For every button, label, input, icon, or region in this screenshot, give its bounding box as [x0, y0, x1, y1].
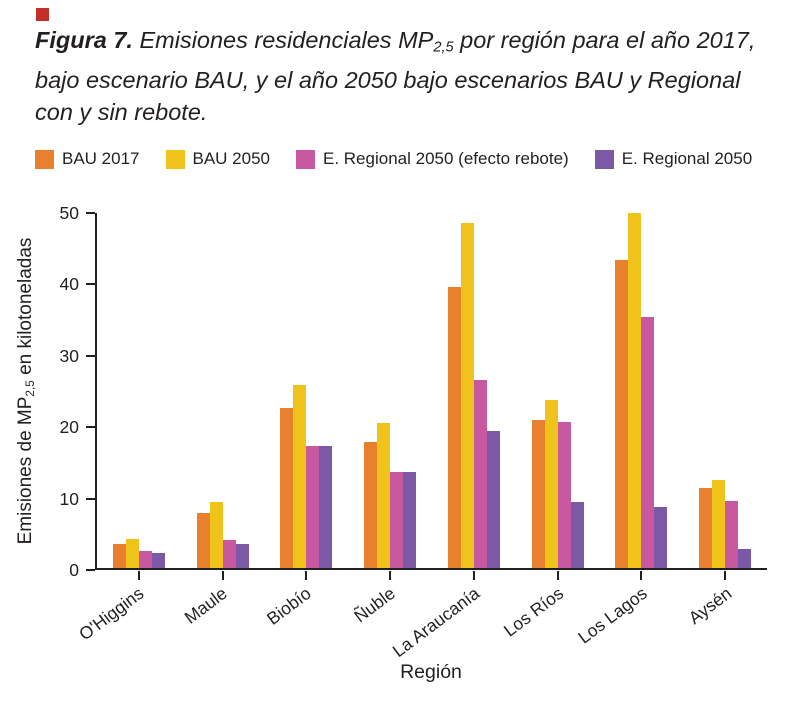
ytick-label: 30 — [59, 345, 79, 366]
bar-e-regional-2050-efecto-rebote-biobío — [306, 445, 320, 568]
xtick-label-aysén: Aysén — [684, 583, 736, 629]
ytick-mark — [86, 354, 95, 357]
y-axis-title-subscript: 2,5 — [23, 380, 37, 397]
bar-e-regional-2050-aysén — [738, 548, 752, 568]
ytick-mark — [86, 283, 95, 286]
bar-e-regional-2050-efecto-rebote-los-lagos — [641, 317, 655, 568]
bar-bau-2017-ñuble — [364, 442, 378, 568]
bar-e-regional-2050-los-lagos — [654, 506, 668, 568]
legend-item-e-regional-2050: E. Regional 2050 — [594, 149, 753, 169]
bar-bau-2017-biobío — [280, 408, 294, 568]
bar-group-ñuble — [348, 213, 432, 580]
legend-item-e-regional-2050-efecto-rebote: E. Regional 2050 (efecto rebote) — [296, 149, 569, 169]
bar-bau-2050-los-lagos — [628, 213, 642, 568]
xtick-mark — [724, 571, 727, 580]
bar-e-regional-2050-o-higgins — [151, 553, 165, 568]
legend-swatch — [35, 149, 54, 169]
bar-bau-2017-maule — [196, 513, 210, 568]
bar-group-la-araucanía — [432, 213, 516, 580]
xtick-mark — [640, 571, 643, 580]
legend-label: BAU 2050 — [192, 149, 271, 168]
bar-group-maule — [181, 213, 265, 580]
xtick-mark — [137, 571, 140, 580]
ytick-mark — [86, 426, 95, 429]
figure-title-text-rest: por región para el año 2017, bajo escena… — [35, 27, 756, 125]
bar-e-regional-2050-efecto-rebote-la-araucanía — [473, 379, 487, 568]
legend-label: BAU 2017 — [62, 149, 140, 168]
figure-title: Figura 7. Emisiones residenciales MP2,5 … — [35, 24, 780, 128]
ytick-mark — [86, 212, 95, 214]
xtick-mark — [221, 571, 224, 580]
bar-e-regional-2050-efecto-rebote-o-higgins — [138, 550, 152, 568]
legend-item-bau-2050: BAU 2050 — [165, 149, 271, 169]
ytick-label: 20 — [59, 417, 79, 438]
xtick-mark — [389, 571, 392, 580]
bar-bau-2050-la-araucanía — [460, 222, 474, 568]
bar-e-regional-2050-maule — [235, 543, 249, 568]
ytick-label: 10 — [59, 488, 79, 509]
xtick-label-ñuble: Ñuble — [350, 583, 400, 627]
ytick-label: 40 — [59, 274, 79, 295]
bar-group-los-lagos — [600, 213, 684, 580]
corner-marker — [36, 8, 49, 21]
x-axis-title: Región — [400, 661, 462, 683]
bar-bau-2017-los-lagos — [615, 259, 629, 568]
bar-group-biobío — [265, 213, 349, 580]
ytick-mark — [86, 569, 95, 571]
xtick-label-maule: Maule — [180, 583, 232, 628]
bar-bau-2017-los-ríos — [531, 420, 545, 568]
bar-e-regional-2050-efecto-rebote-ñuble — [390, 472, 404, 568]
figure-number: Figura 7. — [35, 27, 133, 53]
bar-bau-2050-maule — [209, 501, 223, 568]
bar-bau-2050-ñuble — [377, 423, 391, 568]
bar-bau-2050-biobío — [293, 384, 307, 568]
y-axis-ticks: 0 10 20 30 40 50 — [40, 203, 95, 580]
bar-bau-2017-o-higgins — [112, 543, 126, 568]
ytick-label: 50 — [59, 203, 79, 223]
legend-item-bau-2017: BAU 2017 — [35, 149, 140, 169]
bar-bau-2050-los-ríos — [544, 399, 558, 568]
bar-e-regional-2050-la-araucanía — [486, 430, 500, 568]
xtick-label-biobío: Biobío — [263, 583, 316, 629]
bar-bau-2017-aysén — [699, 487, 713, 568]
legend-label: E. Regional 2050 (efecto rebote) — [323, 149, 569, 168]
y-axis-title-text: Emisiones de MP — [15, 396, 36, 545]
bar-e-regional-2050-efecto-rebote-aysén — [725, 501, 739, 568]
xtick-label-los-ríos: Los Ríos — [499, 583, 568, 641]
bar-group-aysén — [683, 213, 767, 580]
bar-group-los-ríos — [516, 213, 600, 580]
legend-swatch — [296, 149, 315, 169]
ytick-label: 0 — [69, 560, 79, 580]
bar-bau-2050-aysén — [712, 479, 726, 568]
bar-bau-2017-la-araucanía — [447, 286, 461, 568]
legend-swatch — [594, 149, 614, 169]
bar-bau-2050-o-higgins — [125, 538, 139, 568]
xtick-label-los-lagos: Los Lagos — [574, 583, 652, 648]
xtick-label-la-araucanía: La Araucanía — [388, 583, 484, 662]
legend-swatch — [165, 149, 185, 169]
legend-label: E. Regional 2050 — [621, 149, 753, 168]
bar-e-regional-2050-efecto-rebote-los-ríos — [557, 422, 571, 568]
xtick-mark — [472, 571, 475, 580]
bar-e-regional-2050-ñuble — [403, 472, 417, 568]
plot-area — [95, 213, 767, 580]
ytick-mark — [86, 497, 95, 500]
xtick-label-o-higgins: O'Higgins — [74, 583, 148, 645]
figure-title-text: Emisiones residenciales MP — [132, 27, 434, 53]
xtick-mark — [556, 571, 559, 580]
x-axis-labels: O'Higgins Maule Biobío Ñuble La Araucanía Los… — [75, 574, 767, 661]
y-axis-title-text-rest: en kilotoneladas — [15, 237, 36, 381]
figure-title-subscript: 2,5 — [433, 39, 454, 56]
bar-group-o-higgins — [97, 213, 181, 580]
legend: BAU 2017 BAU 2050 E. Regional 2050 (efecto… — [35, 149, 752, 169]
bar-e-regional-2050-biobío — [319, 445, 333, 568]
xtick-mark — [305, 571, 308, 580]
bar-e-regional-2050-efecto-rebote-maule — [222, 540, 236, 568]
bar-e-regional-2050-los-ríos — [570, 501, 584, 568]
y-axis-title: Emisiones de MP2,5 en kilotoneladas — [15, 181, 41, 601]
